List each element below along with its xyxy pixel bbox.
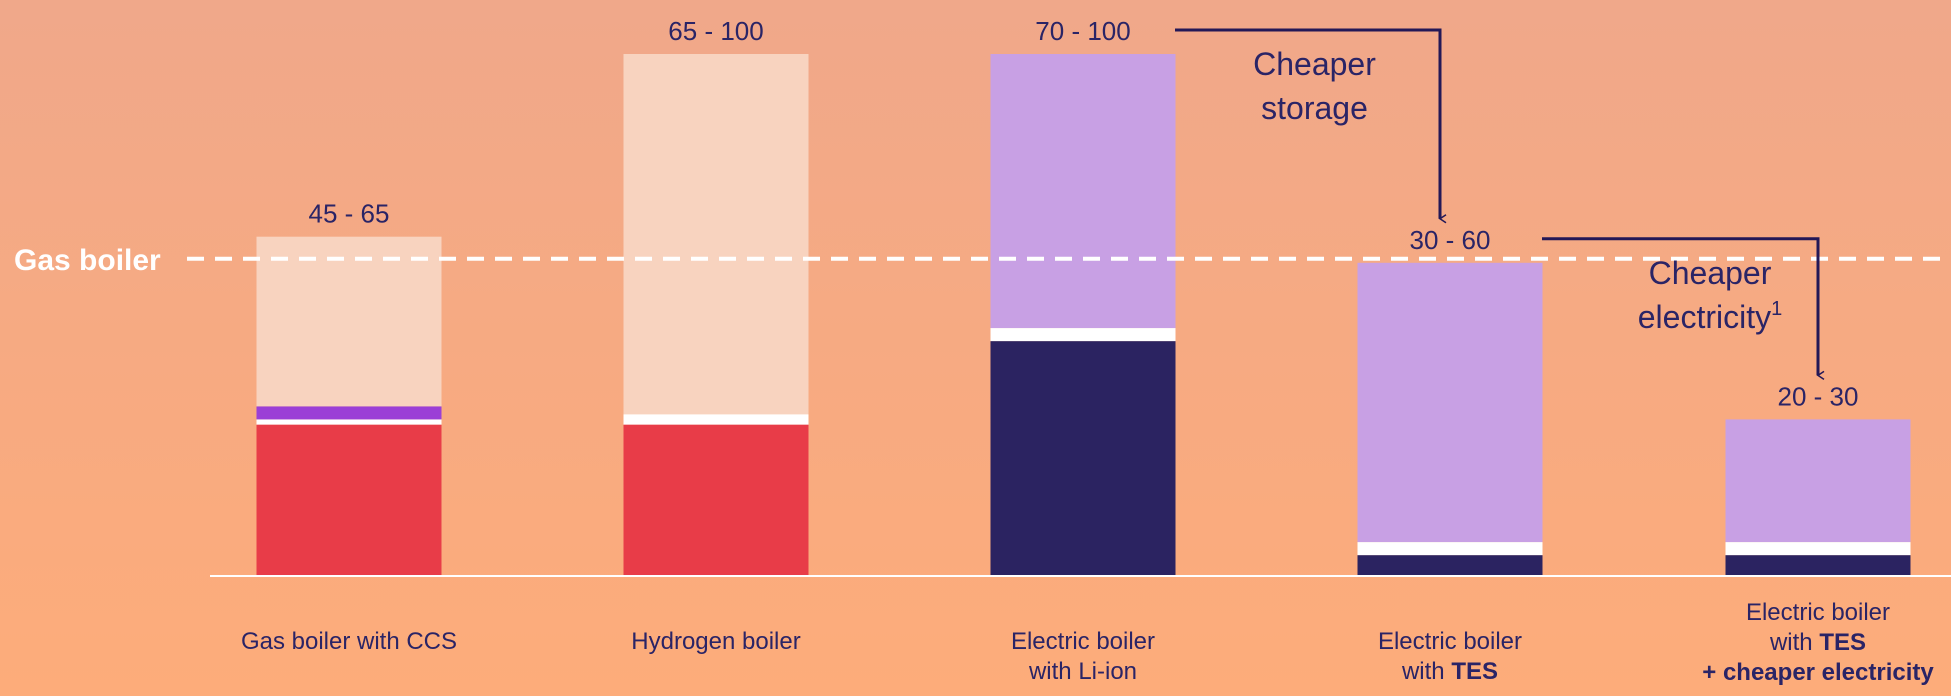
bar-2 bbox=[623, 54, 809, 576]
bar-2-segment-2 bbox=[623, 414, 809, 425]
bar-5 bbox=[1725, 419, 1911, 576]
annotation-label-2: Cheaper electricity1 bbox=[1638, 255, 1782, 335]
bar-4-segment-2 bbox=[1357, 542, 1543, 556]
bar-5-segment-3 bbox=[1725, 419, 1911, 543]
reference-line-layer: Gas boiler bbox=[14, 244, 1951, 277]
bar-1 bbox=[256, 236, 442, 576]
bar-1-segment-1 bbox=[256, 424, 442, 576]
bar-3 bbox=[990, 54, 1176, 576]
bar-4 bbox=[1357, 262, 1543, 576]
bar-1-segment-4 bbox=[256, 236, 442, 407]
bar-1-segment-3 bbox=[256, 406, 442, 420]
bar-2-segment-1 bbox=[623, 424, 809, 576]
range-label-2: 65 - 100 bbox=[668, 16, 763, 46]
bar-3-segment-1 bbox=[990, 341, 1176, 576]
bar-1-segment-2 bbox=[256, 419, 442, 425]
category-label-1: Gas boiler with CCS bbox=[241, 628, 457, 655]
category-labels-layer: Gas boiler with CCS Hydrogen boiler Electr… bbox=[241, 599, 1934, 686]
annotation-superscript-2: 1 bbox=[1771, 298, 1782, 320]
range-label-1: 45 - 65 bbox=[309, 199, 390, 229]
bar-4-segment-1 bbox=[1357, 555, 1543, 576]
range-label-4: 30 - 60 bbox=[1410, 225, 1491, 255]
bar-3-segment-3 bbox=[990, 54, 1176, 329]
annotations-layer: Cheaper storage Cheaper electricity1 bbox=[1175, 28, 1825, 381]
category-label-2: Hydrogen boiler bbox=[631, 628, 800, 655]
bar-3-segment-2 bbox=[990, 328, 1176, 342]
bar-5-segment-2 bbox=[1725, 542, 1911, 556]
annotation-arrow-2 bbox=[1542, 237, 1825, 381]
annotation-arrow-1 bbox=[1175, 28, 1447, 224]
range-labels-layer: 45 - 65 65 - 100 70 - 100 30 - 60 20 - 30 bbox=[309, 16, 1859, 411]
range-label-5: 20 - 30 bbox=[1778, 381, 1859, 411]
reference-line-label: Gas boiler bbox=[14, 244, 161, 277]
annotation-label-1: Cheaper storage bbox=[1253, 46, 1376, 126]
bars-layer bbox=[256, 54, 1911, 576]
category-label-4: Electric boiler with TES bbox=[1378, 628, 1522, 685]
bar-5-segment-1 bbox=[1725, 555, 1911, 576]
range-label-3: 70 - 100 bbox=[1035, 16, 1130, 46]
category-label-3: Electric boiler with Li-ion bbox=[1011, 628, 1155, 685]
bar-2-segment-3 bbox=[623, 54, 809, 415]
bar-4-segment-3 bbox=[1357, 262, 1543, 543]
category-label-5: Electric boiler with TES + cheaper electri… bbox=[1702, 599, 1934, 686]
